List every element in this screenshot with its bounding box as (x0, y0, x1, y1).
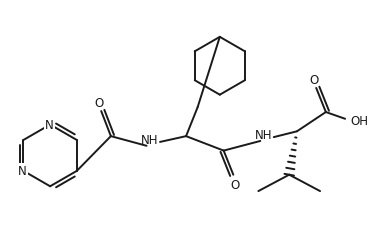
Text: O: O (231, 178, 240, 191)
Text: NH: NH (254, 128, 272, 141)
Text: O: O (309, 74, 319, 86)
Text: O: O (95, 96, 104, 109)
Text: N: N (18, 165, 27, 178)
Text: OH: OH (350, 115, 368, 128)
Text: N: N (45, 118, 53, 131)
Text: NH: NH (141, 133, 158, 146)
